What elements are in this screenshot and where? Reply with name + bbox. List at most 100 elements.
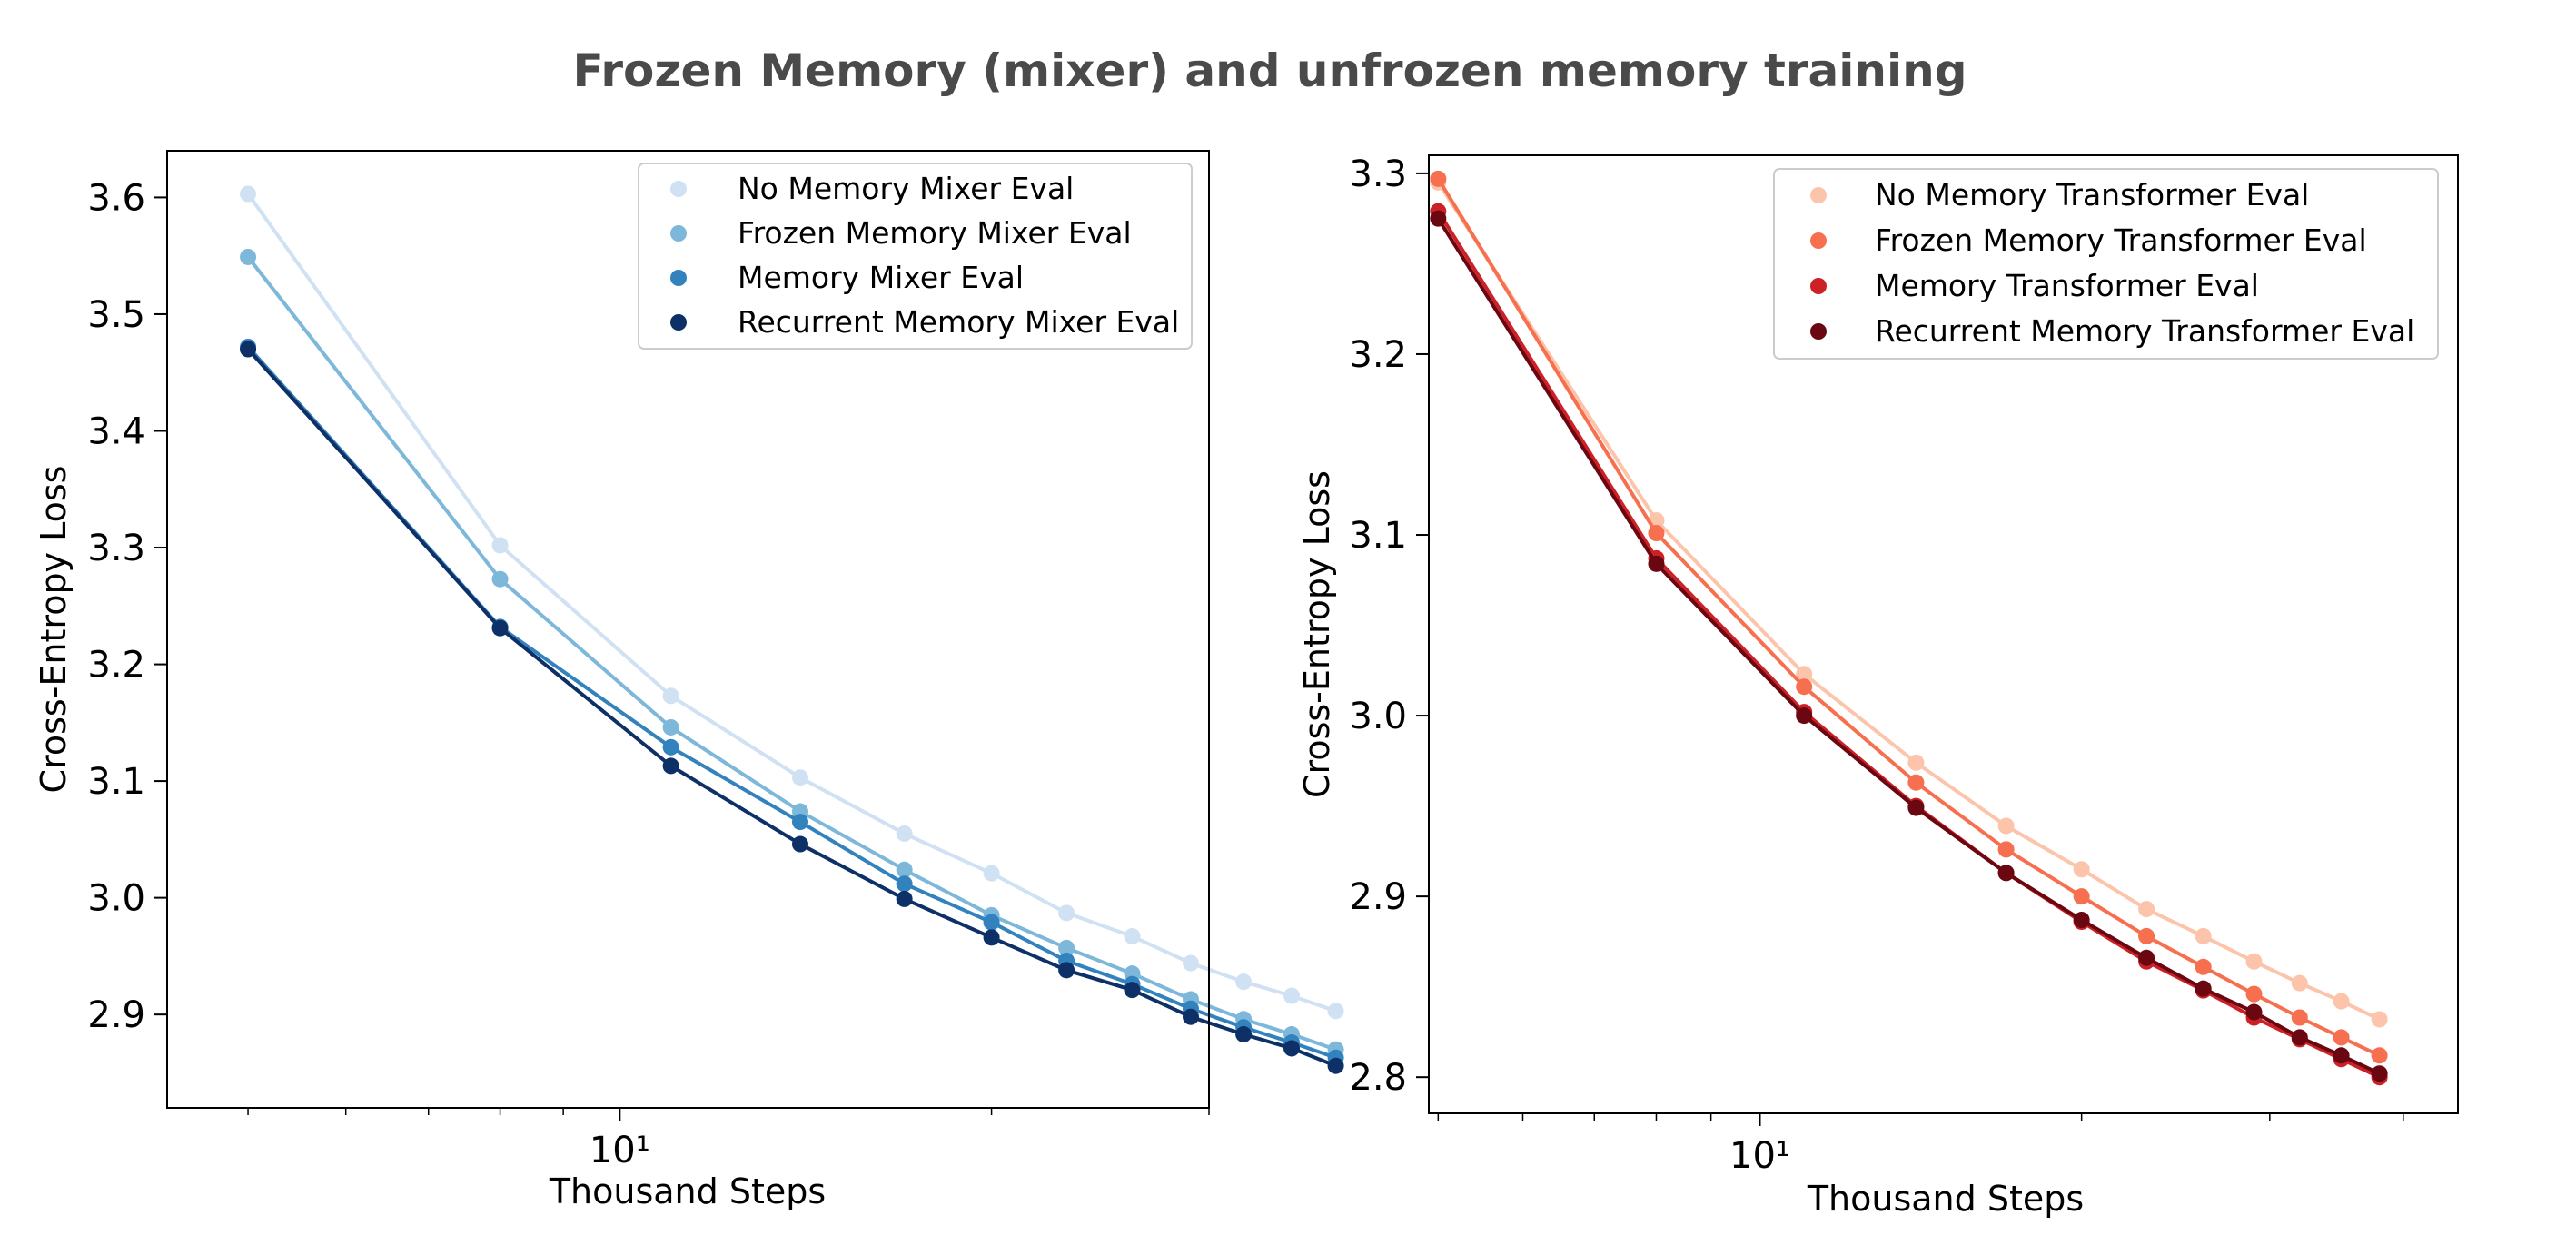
- data-point: [240, 341, 257, 358]
- data-point: [1907, 799, 1925, 816]
- data-point: [2138, 901, 2155, 918]
- legend-entry: Memory Transformer Eval: [1875, 268, 2259, 303]
- data-point: [983, 865, 1000, 882]
- data-point: [2333, 993, 2350, 1010]
- legend-box: [1773, 168, 2439, 360]
- data-point: [2195, 958, 2212, 975]
- data-point: [1907, 754, 1925, 771]
- y-tick-label: 3.3: [1349, 153, 1407, 195]
- y-axis-label: Cross-Entropy Loss: [34, 466, 74, 794]
- data-point: [896, 825, 913, 842]
- data-point: [2138, 949, 2155, 966]
- data-point: [1235, 1026, 1253, 1043]
- y-tick-label: 3.3: [87, 528, 145, 569]
- data-point: [791, 835, 808, 853]
- data-point: [1796, 666, 1813, 683]
- legend: No Memory Mixer Eval Frozen Memory Mixer …: [638, 163, 1193, 350]
- data-point: [2245, 1003, 2263, 1021]
- data-point: [1058, 962, 1075, 979]
- data-point: [1648, 525, 1665, 542]
- legend-entry: No Memory Mixer Eval: [738, 171, 1074, 206]
- legend: No Memory Transformer Eval Frozen Memory …: [1773, 168, 2439, 360]
- data-point: [2371, 1065, 2388, 1082]
- legend-marker: [670, 270, 687, 286]
- data-point: [2291, 1009, 2308, 1026]
- data-point: [491, 570, 509, 588]
- legend-marker: [1810, 232, 1827, 249]
- data-point: [1182, 954, 1199, 972]
- data-point: [1796, 707, 1813, 725]
- data-point: [791, 814, 808, 831]
- data-point: [2291, 1029, 2308, 1046]
- data-point: [1430, 210, 1447, 227]
- series-0: [240, 185, 1344, 1020]
- data-point: [2291, 974, 2308, 992]
- legend-box: [638, 163, 1193, 350]
- series-line: [246, 348, 1337, 1068]
- data-point: [1796, 678, 1813, 696]
- data-point: [1283, 987, 1301, 1004]
- data-point: [662, 718, 679, 736]
- data-point: [2371, 1011, 2388, 1028]
- data-point: [896, 875, 913, 893]
- legend-marker: [670, 225, 687, 242]
- y-tick-label: 3.4: [87, 410, 145, 452]
- data-point: [662, 687, 679, 705]
- data-point: [2195, 980, 2212, 997]
- data-point: [983, 929, 1000, 946]
- data-point: [662, 738, 679, 756]
- series-line: [246, 345, 1337, 1060]
- data-point: [240, 185, 257, 203]
- legend-marker: [670, 314, 687, 331]
- data-point: [1283, 1040, 1301, 1057]
- data-point: [491, 619, 509, 637]
- left-chart-panel: 10¹ 2.9 3.0 3.1 3.2 3.3 3.4 3.5 3.6 Thousand Step…: [34, 150, 1344, 1211]
- y-tick-label: 3.0: [87, 878, 145, 920]
- data-point: [2333, 1047, 2350, 1064]
- x-tick-label: 10¹: [1729, 1135, 1790, 1177]
- series-3: [240, 341, 1344, 1074]
- data-point: [2073, 888, 2090, 905]
- data-point: [1058, 939, 1075, 956]
- legend-marker: [1810, 187, 1827, 203]
- data-point: [1182, 1008, 1199, 1025]
- data-point: [1124, 982, 1141, 999]
- data-point: [2333, 1029, 2350, 1046]
- y-tick-label: 3.5: [87, 294, 145, 336]
- y-tick-label: 3.2: [1349, 334, 1407, 376]
- data-point: [2073, 912, 2090, 929]
- legend-entry: Frozen Memory Transformer Eval: [1875, 222, 2367, 258]
- right-chart-panel: 10¹ 2.8 2.9 3.0 3.1 3.2 3.3 Thousand Steps Cross…: [1297, 153, 2459, 1219]
- series-line: [246, 255, 1337, 1052]
- y-tick-label: 3.2: [87, 645, 145, 687]
- series-1: [1430, 170, 2388, 1064]
- y-tick-label: 2.9: [87, 994, 145, 1036]
- plot-frame: [166, 150, 1210, 1109]
- y-tick-label: 2.9: [1349, 876, 1407, 918]
- y-tick-label: 3.1: [87, 761, 145, 803]
- plot-frame: [1428, 154, 2459, 1114]
- data-point: [2245, 953, 2263, 970]
- legend-entry: Recurrent Memory Transformer Eval: [1875, 313, 2414, 349]
- y-tick-label: 3.0: [1349, 696, 1407, 737]
- data-point: [1907, 774, 1925, 791]
- legend-entry: Memory Mixer Eval: [738, 260, 1024, 295]
- legend-entry: Recurrent Memory Mixer Eval: [738, 304, 1179, 340]
- series-line: [246, 193, 1337, 1013]
- y-tick-label: 2.8: [1349, 1057, 1407, 1099]
- data-point: [1997, 865, 2015, 882]
- data-point: [983, 914, 1000, 931]
- data-point: [2073, 861, 2090, 878]
- data-point: [240, 248, 257, 265]
- data-point: [2371, 1047, 2388, 1064]
- legend-entry: No Memory Transformer Eval: [1875, 177, 2309, 212]
- x-axis-label: Thousand Steps: [549, 1171, 826, 1211]
- data-point: [1648, 555, 1665, 572]
- y-tick-label: 3.1: [1349, 515, 1407, 557]
- data-point: [2138, 927, 2155, 944]
- legend-marker: [670, 181, 687, 197]
- legend-marker: [1810, 323, 1827, 340]
- data-point: [896, 861, 913, 878]
- figure-title: Frozen Memory (mixer) and unfrozen memor…: [572, 44, 1967, 97]
